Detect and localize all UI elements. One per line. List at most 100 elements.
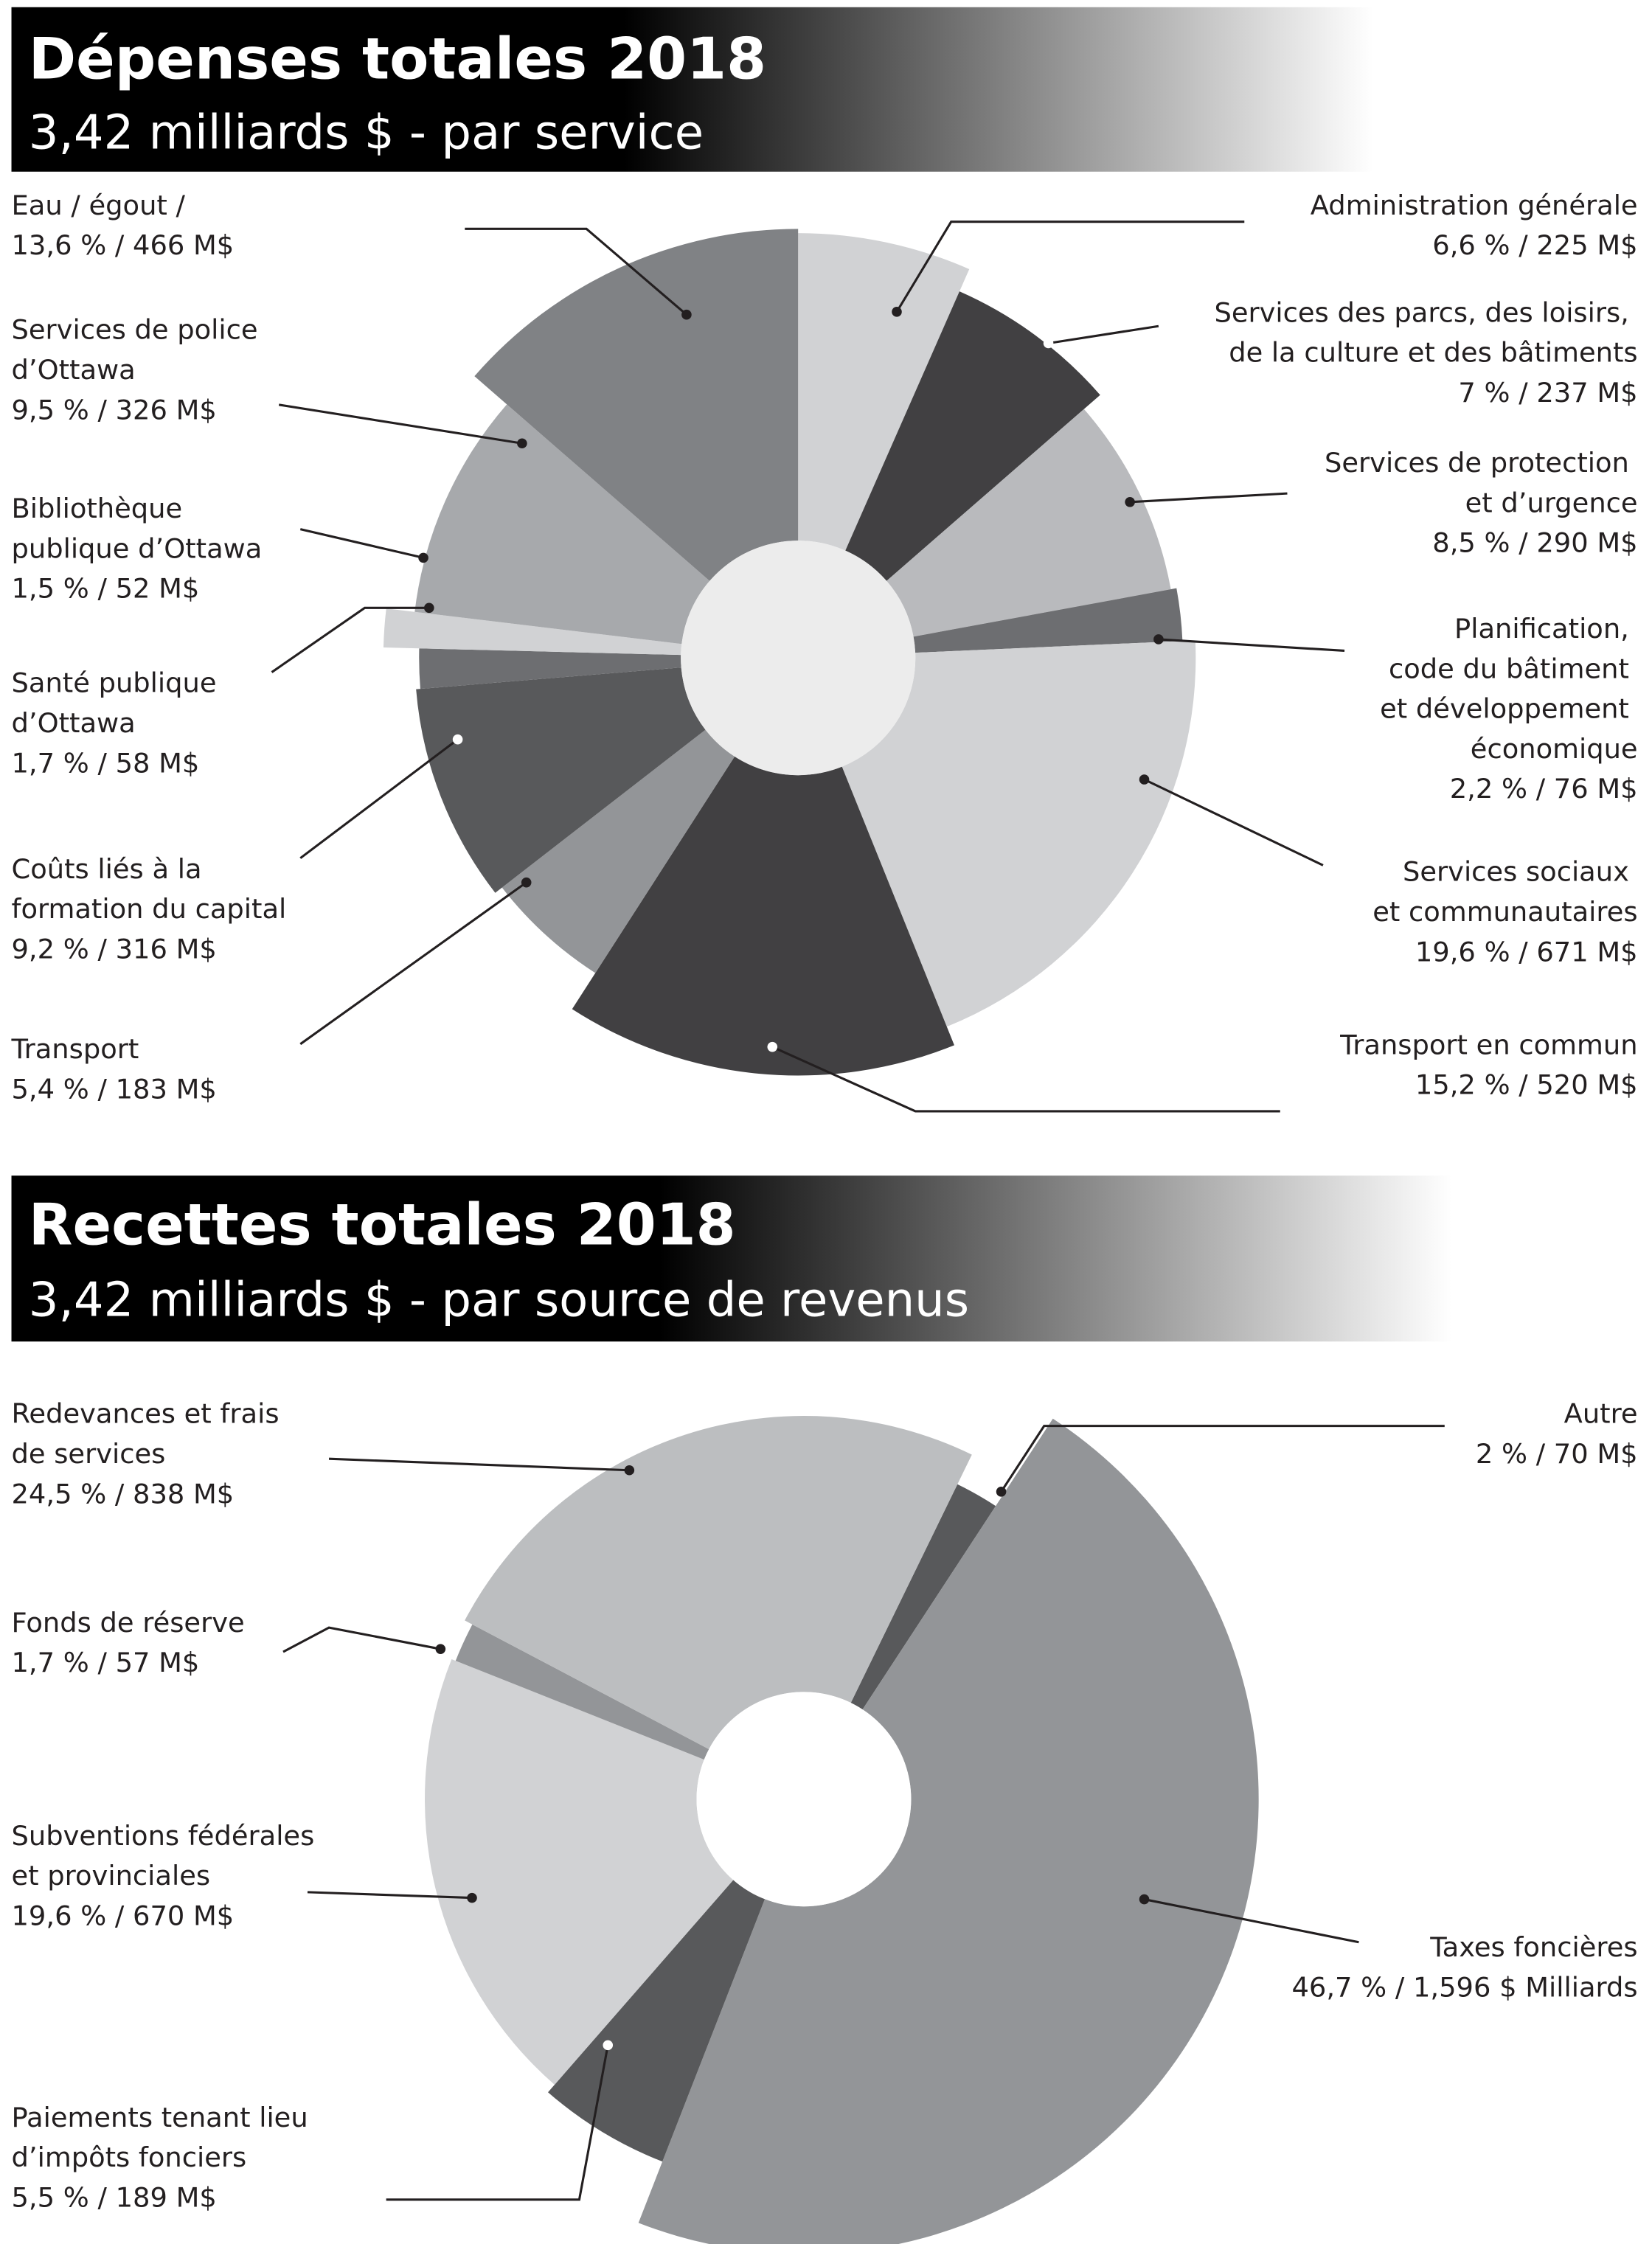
category-label: Services de protection et d’urgence <box>1325 447 1638 518</box>
pie-slice <box>383 608 682 656</box>
header-band <box>11 7 1373 172</box>
pie-slice <box>548 1880 766 2162</box>
pie-slice <box>419 648 681 689</box>
pie-slice <box>841 640 1196 1027</box>
value-label: 8,5 % / 290 M$ <box>1432 527 1637 559</box>
value-label: 9,5 % / 326 M$ <box>12 394 217 425</box>
category-label: Transport en commun <box>1339 1029 1637 1060</box>
value-label: 46,7 % / 1,596 $ Milliards <box>1291 1971 1637 2003</box>
leader-dot <box>603 2040 614 2051</box>
category-label: Taxes foncières <box>1429 1931 1637 1963</box>
category-label: Planification, code du bâtiment et dével… <box>1380 613 1638 765</box>
value-label: 1,7 % / 57 M$ <box>12 1647 200 1678</box>
leader-dot <box>767 1041 778 1052</box>
leader-dot <box>418 552 428 563</box>
leader-dot <box>517 438 527 449</box>
pie-slice <box>845 291 1100 581</box>
leader-dot <box>435 1644 446 1654</box>
category-label: Bibliothèque publique d’Ottawa <box>12 493 263 564</box>
donut-hole <box>696 1692 912 1907</box>
category-label: Paiements tenant lieu d’impôts fonciers <box>12 2102 317 2173</box>
pie-slice <box>414 404 710 645</box>
category-label: Autre <box>1564 1398 1638 1430</box>
pie-slice <box>798 233 970 551</box>
value-label: 24,5 % / 838 M$ <box>12 1478 235 1510</box>
pie-slice <box>465 1416 972 1749</box>
pie-slice <box>850 1484 996 1710</box>
value-label: 15,2 % / 520 M$ <box>1415 1069 1638 1101</box>
header-band <box>11 1175 1452 1342</box>
leader-line <box>299 881 527 1046</box>
leader-line <box>1143 778 1324 866</box>
category-label: Transport <box>11 1033 139 1065</box>
leader-line <box>1144 1898 1359 1944</box>
pie-slice <box>425 1658 734 2085</box>
donut-hole <box>681 541 916 776</box>
pie-slice <box>502 729 735 973</box>
leader-dot <box>681 309 692 320</box>
category-label: Santé publique d’Ottawa <box>12 667 226 739</box>
leader-dot <box>1043 338 1054 349</box>
leader-line <box>271 606 429 673</box>
chart-subtitle: 3,42 milliards $ - par source de revenus <box>29 1273 969 1327</box>
leader-dot <box>521 877 532 888</box>
category-label: Services sociaux et communautaires <box>1372 856 1637 928</box>
leader-dot <box>1139 774 1150 785</box>
category-label: Services des parcs, des loisirs, de la c… <box>1214 296 1637 368</box>
value-label: 2,2 % / 76 M$ <box>1450 773 1638 805</box>
value-label: 13,6 % / 466 M$ <box>12 229 235 261</box>
value-label: 6,6 % / 225 M$ <box>1432 229 1637 261</box>
chart-title: Dépenses totales 2018 <box>29 27 766 93</box>
leader-dot <box>996 1487 1007 1497</box>
value-label: 19,6 % / 671 M$ <box>1415 936 1638 968</box>
value-label: 19,6 % / 670 M$ <box>12 1900 235 1931</box>
pie-slice <box>455 1624 709 1760</box>
leader-line <box>307 1891 473 1900</box>
leader-line <box>1130 492 1288 504</box>
chart-subtitle: 3,42 milliards $ - par service <box>29 106 704 161</box>
value-label: 1,5 % / 52 M$ <box>12 573 200 605</box>
category-label: Redevances et frais de services <box>12 1398 288 1470</box>
pie-slice <box>638 1418 1259 2244</box>
category-label: Eau / égout / <box>12 190 186 221</box>
value-label: 1,7 % / 58 M$ <box>12 747 200 779</box>
leader-dot <box>1153 634 1164 645</box>
leader-dot <box>424 602 434 614</box>
value-label: 5,5 % / 189 M$ <box>12 2182 217 2214</box>
pie-slice <box>913 588 1183 653</box>
leader-line <box>386 2045 609 2201</box>
leader-line <box>278 403 523 445</box>
leader-dot <box>1125 496 1135 507</box>
pie-slice <box>572 756 954 1076</box>
category-label: Coûts liés à la formation du capital <box>12 853 287 925</box>
leader-line <box>895 220 1245 313</box>
leader-dot <box>1139 1894 1150 1905</box>
value-label: 2 % / 70 M$ <box>1476 1438 1638 1470</box>
category-label: Fonds de réserve <box>12 1607 245 1639</box>
value-label: 5,4 % / 183 M$ <box>12 1074 217 1105</box>
leader-line <box>771 1046 1280 1113</box>
leader-dot <box>624 1465 635 1476</box>
category-label: Services de police d’Ottawa <box>12 314 267 386</box>
category-label: Subventions fédérales et provinciales <box>12 1820 323 1892</box>
leader-line <box>282 1626 441 1653</box>
pie-slice <box>474 229 799 581</box>
leader-line <box>1000 1425 1445 1493</box>
leader-dot <box>452 734 463 745</box>
leader-dot <box>892 307 902 317</box>
leader-line <box>465 227 687 316</box>
leader-line <box>299 528 424 559</box>
pie-slice <box>886 409 1171 637</box>
leader-line <box>1158 638 1345 653</box>
leader-line <box>329 1457 630 1472</box>
value-label: 9,2 % / 316 M$ <box>12 933 217 965</box>
value-label: 7 % / 237 M$ <box>1458 377 1637 409</box>
leader-dot <box>467 1892 477 1903</box>
pie-slice <box>416 667 706 893</box>
category-label: Administration générale <box>1311 190 1638 221</box>
leader-line <box>1048 324 1159 345</box>
leader-line <box>299 738 459 859</box>
chart-title: Recettes totales 2018 <box>29 1192 736 1258</box>
